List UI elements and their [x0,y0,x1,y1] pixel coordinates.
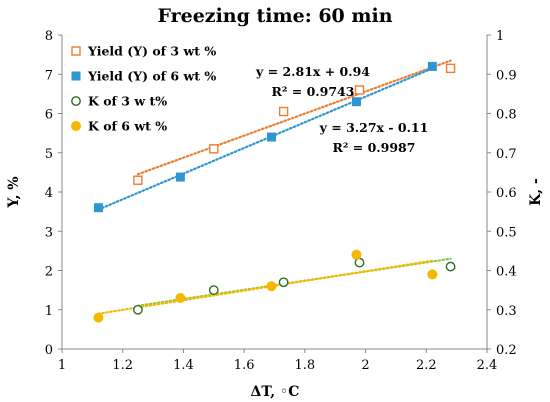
legend-entry-label: Yield (Y) of 3 wt % [87,44,216,59]
equation-text: R² = 0.9987 [333,140,416,155]
y-right-tick-label: 0.9 [496,68,517,83]
y-right-tick-label: 0.5 [496,225,517,240]
y-left-tick-label: 5 [45,147,53,162]
legend-entry-label: K of 6 wt % [88,119,167,134]
data-point [278,277,289,288]
y-right-tick-label: 0.2 [496,343,517,358]
y-right-tick-label: 1 [496,29,504,44]
x-axis-label: ΔT, ◦C [251,384,300,400]
y-right-tick-label: 0.7 [496,147,517,162]
trendline [136,59,452,176]
data-point [266,132,276,142]
y-axis-right-label: K, - [528,178,544,206]
equation-annotations: y = 2.81x + 0.94 R² = 0.9743 y = 3.27x - 0… [255,64,428,155]
data-point [266,281,277,292]
y-left-tick-label: 4 [45,186,53,201]
data-point [351,249,362,260]
trendline [97,67,434,211]
legend-entry-label: Yield (Y) of 6 wt % [87,69,216,84]
data-point [93,312,104,323]
y-left-tick-label: 0 [45,343,53,358]
equation-text: y = 2.81x + 0.94 [255,64,370,79]
legend-marker [71,71,81,81]
data-point [354,85,365,95]
data-point [351,97,361,107]
x-tick-label: 1.6 [234,358,255,373]
data-point [208,285,219,296]
chart-title: Freezing time: 60 min [157,5,392,27]
x-tick-label: 1.8 [295,358,316,373]
x-tick-label: 2.4 [477,358,498,373]
axis-ticks: 1 1.2 1.4 1.6 1.8 2 2.2 2.40123456780.20.30.40.… [45,29,517,373]
data-point [427,61,437,71]
y-right-tick-label: 0.3 [496,304,517,319]
x-tick-label: 2.2 [416,358,437,373]
data-point [427,269,438,280]
x-tick-label: 1.2 [112,358,133,373]
equation-text: y = 3.27x - 0.11 [319,120,429,135]
trendlines [97,59,452,315]
legend-marker [71,46,81,56]
y-left-tick-label: 3 [45,225,53,240]
y-left-tick-label: 1 [45,304,53,319]
data-point [445,63,456,74]
legend-marker [71,121,81,131]
legend: Yield (Y) of 3 wt % Yield (Y) of 6 wt % K … [71,44,216,134]
data-point [209,144,219,154]
data-point [93,203,103,213]
legend-entry-label: K of 3 w t% [88,94,167,109]
y-right-tick-label: 0.8 [496,108,517,123]
legend-marker [71,96,81,106]
x-tick-label: 1.4 [173,358,194,373]
y-right-tick-label: 0.6 [496,186,517,201]
data-point [175,292,186,303]
trendline [97,259,434,315]
data-point [278,106,289,117]
y-right-tick-label: 0.4 [496,265,517,280]
y-left-tick-label: 7 [45,68,53,83]
y-left-tick-label: 6 [45,108,53,123]
y-axis-left-label: Y, % [6,176,22,208]
y-left-tick-label: 8 [45,29,53,44]
equation-text: R² = 0.9743 [272,84,355,99]
y-left-tick-label: 2 [45,265,53,280]
data-point [175,172,185,182]
data-markers [93,61,456,323]
data-point [445,261,456,272]
data-point [133,175,143,185]
x-tick-label: 1 [58,358,66,373]
x-tick-label: 2 [361,358,369,373]
data-point [132,304,143,315]
